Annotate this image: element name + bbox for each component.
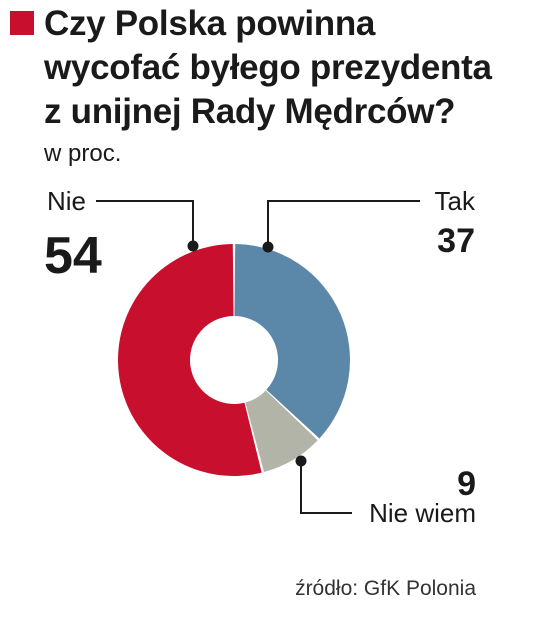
leader-line-nie-wiem <box>300 461 352 514</box>
donut-slices <box>117 244 351 477</box>
value-nie-wiem: 9 <box>457 465 476 503</box>
slice-nie <box>117 244 262 477</box>
slice-nie-wiem <box>245 390 318 473</box>
leader-dot-tak <box>262 241 274 253</box>
leader-lines <box>96 200 420 514</box>
label-nie: Nie <box>47 186 86 216</box>
label-nie-wiem: Nie wiem <box>369 498 476 528</box>
chart-title: Czy Polska powinna wycofać byłego prezyd… <box>44 4 492 131</box>
label-tak: Tak <box>435 186 476 216</box>
source-note: źródło: GfK Polonia <box>295 577 476 600</box>
leader-dot-nie-wiem <box>295 455 307 467</box>
value-tak: 37 <box>437 222 475 260</box>
slice-tak <box>234 244 351 439</box>
title-marker <box>10 11 34 35</box>
value-nie: 54 <box>44 227 102 285</box>
leader-dot-nie <box>187 240 199 252</box>
leader-line-nie <box>96 200 194 246</box>
leader-line-tak <box>267 200 420 247</box>
chart-subtitle: w proc. <box>44 140 122 167</box>
